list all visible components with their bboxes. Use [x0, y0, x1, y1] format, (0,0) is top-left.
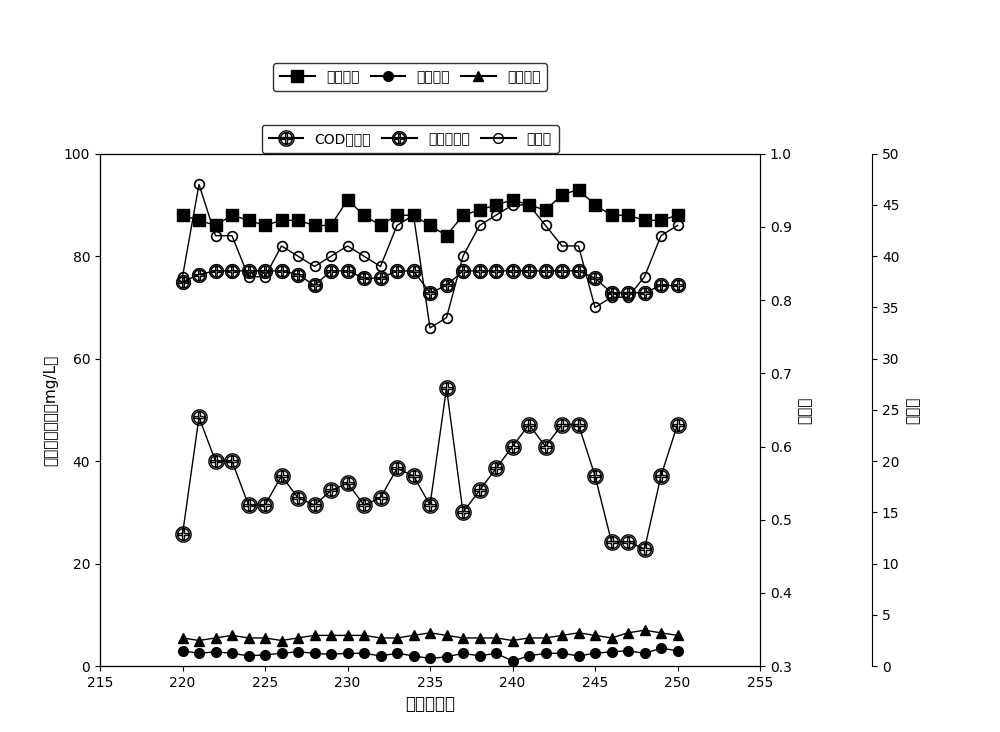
Y-axis label: 氮化合物浓度（mg/L）: 氮化合物浓度（mg/L）	[43, 354, 58, 466]
Legend: COD去除率, 总氮去除率, 特征比: COD去除率, 总氮去除率, 特征比	[262, 124, 559, 153]
X-axis label: 周期（个）: 周期（个）	[405, 695, 455, 714]
Y-axis label: 特征比: 特征比	[905, 396, 920, 424]
Y-axis label: 去除率: 去除率	[797, 396, 812, 424]
